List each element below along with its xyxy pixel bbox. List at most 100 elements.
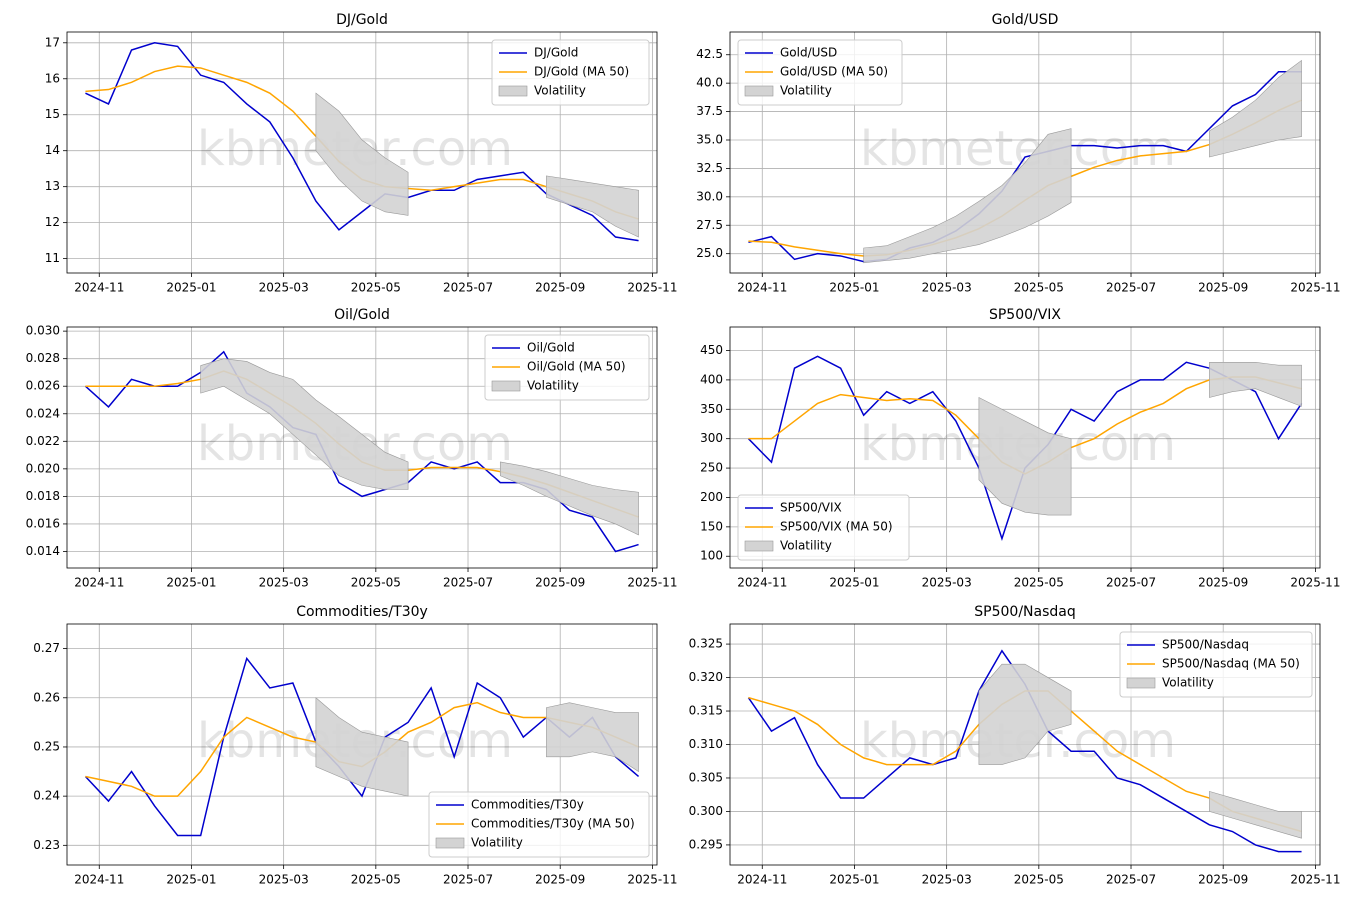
- plot-frame: [66, 326, 658, 569]
- subplot-title: Commodities/T30y: [296, 604, 428, 620]
- y-tick-label: 0.024: [26, 406, 60, 420]
- legend: SP500/Nasdaq SP500/Nasdaq (MA 50) Volatili…: [1119, 631, 1313, 698]
- legend: Gold/USD Gold/USD (MA 50) Volatility: [737, 39, 903, 106]
- x-tick-label: 2025-09: [535, 873, 585, 887]
- legend-label: SP500/Nasdaq (MA 50): [1162, 657, 1300, 671]
- plot-frame: [66, 623, 658, 866]
- x-tick-label: 2025-05: [351, 873, 401, 887]
- volatility-band: [863, 128, 1072, 264]
- y-tick-label: 35.0: [696, 132, 723, 146]
- legend-label: Oil/Gold (MA 50): [527, 360, 626, 374]
- x-tick-label: 2025-05: [351, 281, 401, 295]
- legend-label: Volatility: [527, 379, 579, 393]
- y-tick-label: 0.320: [689, 670, 723, 684]
- x-tick-label: 2025-03: [259, 281, 309, 295]
- legend-frame: [484, 334, 650, 401]
- y-tick-label: 0.016: [26, 516, 60, 530]
- x-tick-label: 2025-01: [829, 873, 879, 887]
- y-tick-label: 25.0: [696, 246, 723, 260]
- volatility-band: [499, 461, 639, 536]
- x-tick-label: 2025-05: [351, 576, 401, 590]
- x-tick-label: 2025-07: [443, 281, 493, 295]
- legend-label: DJ/Gold: [534, 46, 578, 60]
- x-tick-label: 2025-03: [922, 281, 972, 295]
- x-tick-label: 2024-11: [74, 281, 124, 295]
- x-tick-label: 2024-11: [737, 281, 787, 295]
- plot-frame: [729, 326, 1321, 569]
- y-tick-label: 0.325: [689, 637, 723, 651]
- x-tick-label: 2025-11: [627, 576, 677, 590]
- volatility-band: [200, 358, 409, 490]
- y-tick-label: 13: [45, 179, 60, 193]
- legend-label: Commodities/T30y: [471, 798, 584, 812]
- y-tick-label: 30.0: [696, 189, 723, 203]
- legend-label: Gold/USD: [780, 46, 837, 60]
- volatility-band: [978, 663, 1072, 765]
- legend-frame: [1119, 631, 1313, 698]
- plot-frame: [729, 623, 1321, 866]
- x-tick-label: 2025-05: [1014, 281, 1064, 295]
- y-tick-label: 0.030: [26, 324, 60, 338]
- y-tick-label: 150: [700, 519, 723, 533]
- legend-label: SP500/Nasdaq: [1162, 638, 1249, 652]
- subplot: Commodities/T30y 2024-11 2025-01 2025-03 202…: [33, 604, 677, 887]
- legend-swatch: [1126, 677, 1156, 689]
- legend-frame: [737, 494, 910, 561]
- y-tick-label: 400: [700, 372, 723, 386]
- y-tick-label: 0.305: [689, 770, 723, 784]
- y-tick-label: 0.315: [689, 704, 723, 718]
- legend-label: SP500/VIX: [780, 501, 842, 515]
- x-tick-label: 2025-01: [166, 576, 216, 590]
- y-tick-label: 0.26: [33, 690, 60, 704]
- x-tick-label: 2025-03: [922, 873, 972, 887]
- y-tick-label: 0.310: [689, 737, 723, 751]
- x-tick-label: 2025-07: [1106, 281, 1156, 295]
- x-tick-label: 2025-03: [259, 873, 309, 887]
- legend: Commodities/T30y Commodities/T30y (MA 50)…: [428, 791, 650, 858]
- x-tick-label: 2025-05: [1014, 873, 1064, 887]
- subplot-title: Gold/USD: [992, 12, 1059, 28]
- y-tick-label: 0.295: [689, 837, 723, 851]
- x-tick-label: 2025-09: [1198, 873, 1248, 887]
- x-tick-label: 2025-07: [1106, 576, 1156, 590]
- volatility-band: [1209, 790, 1302, 839]
- y-tick-label: 0.24: [33, 789, 60, 803]
- legend-swatch: [744, 540, 774, 552]
- legend-frame: [428, 791, 650, 858]
- y-tick-label: 0.014: [26, 544, 60, 558]
- y-tick-label: 12: [45, 215, 60, 229]
- volatility-band: [1209, 361, 1302, 407]
- legend-label: Commodities/T30y (MA 50): [471, 817, 635, 831]
- subplot: SP500/VIX 2024-11 2025-01 2025-03 2025-05 202…: [700, 307, 1340, 590]
- y-tick-label: 0.300: [689, 804, 723, 818]
- x-tick-label: 2025-09: [535, 576, 585, 590]
- volatility-band: [546, 175, 639, 238]
- subplot-title: DJ/Gold: [336, 12, 388, 28]
- x-tick-label: 2025-01: [166, 873, 216, 887]
- subplot: Gold/USD 2024-11 2025-01 2025-03 2025-05 2025…: [696, 12, 1340, 295]
- legend-label: DJ/Gold (MA 50): [534, 65, 629, 79]
- y-tick-label: 37.5: [696, 104, 723, 118]
- volatility-band: [978, 397, 1072, 516]
- subplot-title: SP500/VIX: [989, 307, 1061, 323]
- y-tick-label: 0.020: [26, 461, 60, 475]
- legend: SP500/VIX SP500/VIX (MA 50) Volatility: [737, 494, 910, 561]
- x-tick-label: 2025-01: [829, 576, 879, 590]
- legend-frame: [491, 39, 650, 106]
- x-tick-label: 2025-09: [1198, 576, 1248, 590]
- subplot: Oil/Gold 2024-11 2025-01 2025-03 2025-05 2025…: [26, 307, 678, 590]
- x-tick-label: 2025-11: [1290, 873, 1340, 887]
- x-tick-label: 2025-01: [829, 281, 879, 295]
- legend-label: Volatility: [1162, 676, 1214, 690]
- x-tick-label: 2025-07: [443, 873, 493, 887]
- y-tick-label: 200: [700, 490, 723, 504]
- legend-swatch: [498, 85, 528, 97]
- y-tick-label: 42.5: [696, 47, 723, 61]
- x-tick-label: 2024-11: [737, 873, 787, 887]
- y-tick-label: 17: [45, 35, 60, 49]
- y-tick-label: 15: [45, 107, 60, 121]
- x-tick-label: 2025-03: [259, 576, 309, 590]
- legend: Oil/Gold Oil/Gold (MA 50) Volatility: [484, 334, 650, 401]
- y-tick-label: 32.5: [696, 161, 723, 175]
